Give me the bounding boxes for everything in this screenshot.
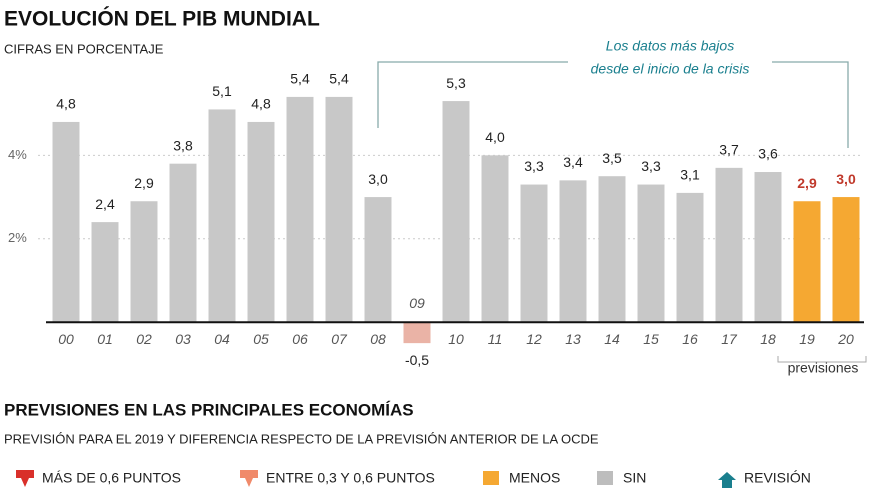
value-label: 3,0 xyxy=(836,171,856,187)
bar xyxy=(247,121,275,323)
bar xyxy=(754,172,782,323)
value-label: 2,4 xyxy=(95,196,115,212)
bar xyxy=(91,222,119,323)
value-label: 3,8 xyxy=(173,137,193,153)
bar xyxy=(325,96,353,323)
legend-label: MENOS xyxy=(509,470,560,486)
value-label: 2,9 xyxy=(797,175,817,191)
x-tick-label: 13 xyxy=(565,331,581,347)
legend-label: MÁS DE 0,6 PUNTOS xyxy=(42,470,181,486)
forecast-bracket xyxy=(777,356,867,363)
value-label: 3,7 xyxy=(719,142,739,158)
chart-title: EVOLUCIÓN DEL PIB MUNDIAL xyxy=(4,7,320,31)
bar xyxy=(559,180,587,323)
value-label: -0,5 xyxy=(405,352,429,368)
bar xyxy=(715,167,743,323)
x-tick-label: 10 xyxy=(448,331,464,347)
annotation: desde el inicio de la crisis xyxy=(591,61,750,77)
x-tick-label: 02 xyxy=(136,331,152,347)
value-label: 3,0 xyxy=(368,171,388,187)
legend-label: REVISIÓN xyxy=(744,470,811,486)
x-tick-label: 20 xyxy=(837,331,854,347)
bar xyxy=(676,192,704,323)
legend-label: SIN xyxy=(623,470,646,486)
x-tick-label: 07 xyxy=(331,331,348,347)
legend-icon xyxy=(483,471,499,485)
legend-label: ENTRE 0,3 Y 0,6 PUNTOS xyxy=(266,470,435,486)
section-title: PREVISIONES EN LAS PRINCIPALES ECONOMÍAS xyxy=(4,400,414,419)
x-tick-label: 08 xyxy=(370,331,386,347)
value-label: 3,5 xyxy=(602,150,622,166)
bar xyxy=(52,121,80,323)
value-label: 3,6 xyxy=(758,146,778,162)
legend-icon xyxy=(240,470,258,487)
x-tick-label: 06 xyxy=(292,331,308,347)
bar xyxy=(364,197,392,323)
value-label: 2,9 xyxy=(134,175,154,191)
value-label: 4,0 xyxy=(485,129,505,145)
value-label: 3,3 xyxy=(641,158,661,174)
y-tick-label: 2% xyxy=(8,230,27,245)
x-tick-label: 11 xyxy=(488,331,503,347)
value-label: 3,3 xyxy=(524,158,544,174)
bar xyxy=(286,96,314,323)
x-tick-label: 15 xyxy=(643,331,659,347)
y-tick-label: 4% xyxy=(8,147,27,162)
x-tick-label: 12 xyxy=(526,331,542,347)
section-subtitle: PREVISIÓN PARA EL 2019 Y DIFERENCIA RESP… xyxy=(4,431,599,446)
x-tick-label: 00 xyxy=(58,331,74,347)
x-tick-label: 04 xyxy=(214,331,230,347)
bar xyxy=(793,201,821,323)
bar xyxy=(832,197,860,323)
value-label: 3,1 xyxy=(680,167,700,183)
bar xyxy=(130,201,158,323)
forecast-label: previsiones xyxy=(788,360,859,376)
value-label: 4,8 xyxy=(56,96,76,112)
x-tick-label: 01 xyxy=(97,331,113,347)
x-tick-label: 03 xyxy=(175,331,191,347)
legend-icon xyxy=(718,472,736,488)
value-label: 5,4 xyxy=(290,71,310,87)
x-tick-label: 09 xyxy=(409,295,425,311)
bar xyxy=(169,163,197,323)
x-tick-label: 05 xyxy=(253,331,269,347)
bar xyxy=(442,101,470,323)
legend-icon xyxy=(16,470,34,487)
x-tick-label: 17 xyxy=(721,331,738,347)
chart-subtitle: CIFRAS EN PORCENTAJE xyxy=(4,41,164,56)
bracket xyxy=(377,61,849,148)
value-label: 5,4 xyxy=(329,71,349,87)
value-label: 4,8 xyxy=(251,96,271,112)
x-tick-label: 14 xyxy=(604,331,620,347)
x-tick-label: 18 xyxy=(760,331,776,347)
annotation: Los datos más bajos xyxy=(606,38,734,54)
value-label: 5,1 xyxy=(212,83,232,99)
legend-icon xyxy=(597,471,613,485)
bar xyxy=(520,184,548,323)
bar xyxy=(208,109,236,323)
x-tick-label: 16 xyxy=(682,331,698,347)
bar xyxy=(637,184,665,323)
bar xyxy=(481,155,509,323)
value-label: 3,4 xyxy=(563,154,583,170)
bar xyxy=(598,176,626,323)
legend: MÁS DE 0,6 PUNTOS ENTRE 0,3 Y 0,6 PUNTOS M… xyxy=(16,470,811,488)
value-label: 5,3 xyxy=(446,75,466,91)
x-tick-label: 19 xyxy=(799,331,815,347)
bar xyxy=(403,322,431,344)
